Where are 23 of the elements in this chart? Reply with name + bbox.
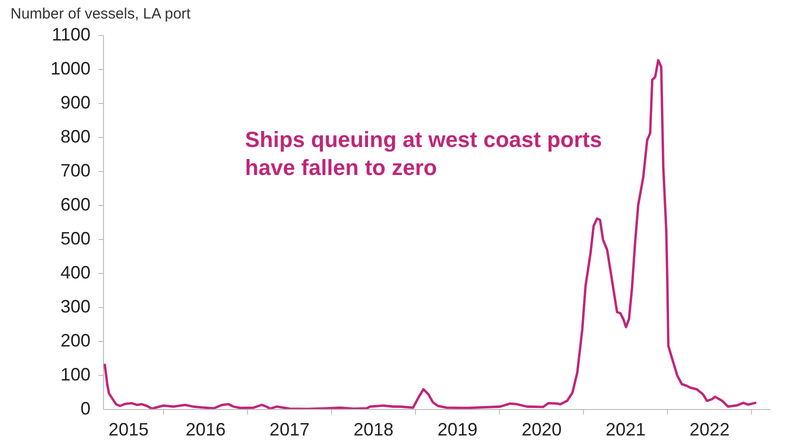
x-tick-label: 2019 [437,420,478,440]
x-tick-label: 2018 [353,420,394,440]
x-tick-label: 2022 [690,420,730,440]
y-tick-label: 1100 [52,24,90,44]
x-tick-label: 2016 [186,420,226,440]
y-tick-label: 200 [60,330,90,350]
x-tick-label: 2015 [108,420,149,440]
y-tick-label: 400 [60,262,90,282]
annotation: Ships queuing at west coast ports have fallen to zero [245,127,602,180]
y-tick-label: 700 [60,160,90,180]
y-tick-label: 1000 [50,58,90,78]
y-tick-label: 100 [60,364,90,384]
x-tick-label: 2021 [606,420,646,440]
x-tick-label: 2020 [522,420,562,440]
y-tick-label: 500 [60,228,90,248]
y-tick-label: 0 [80,398,90,418]
y-tick-label: 600 [60,194,90,214]
y-tick-label: 900 [60,92,90,112]
y-tick-label: 300 [60,296,90,316]
y-tick-label: 800 [60,126,90,146]
line-series [104,58,756,409]
y-axis-title: Number of vessels, LA port [10,6,192,22]
x-tick-label: 2017 [270,420,310,440]
